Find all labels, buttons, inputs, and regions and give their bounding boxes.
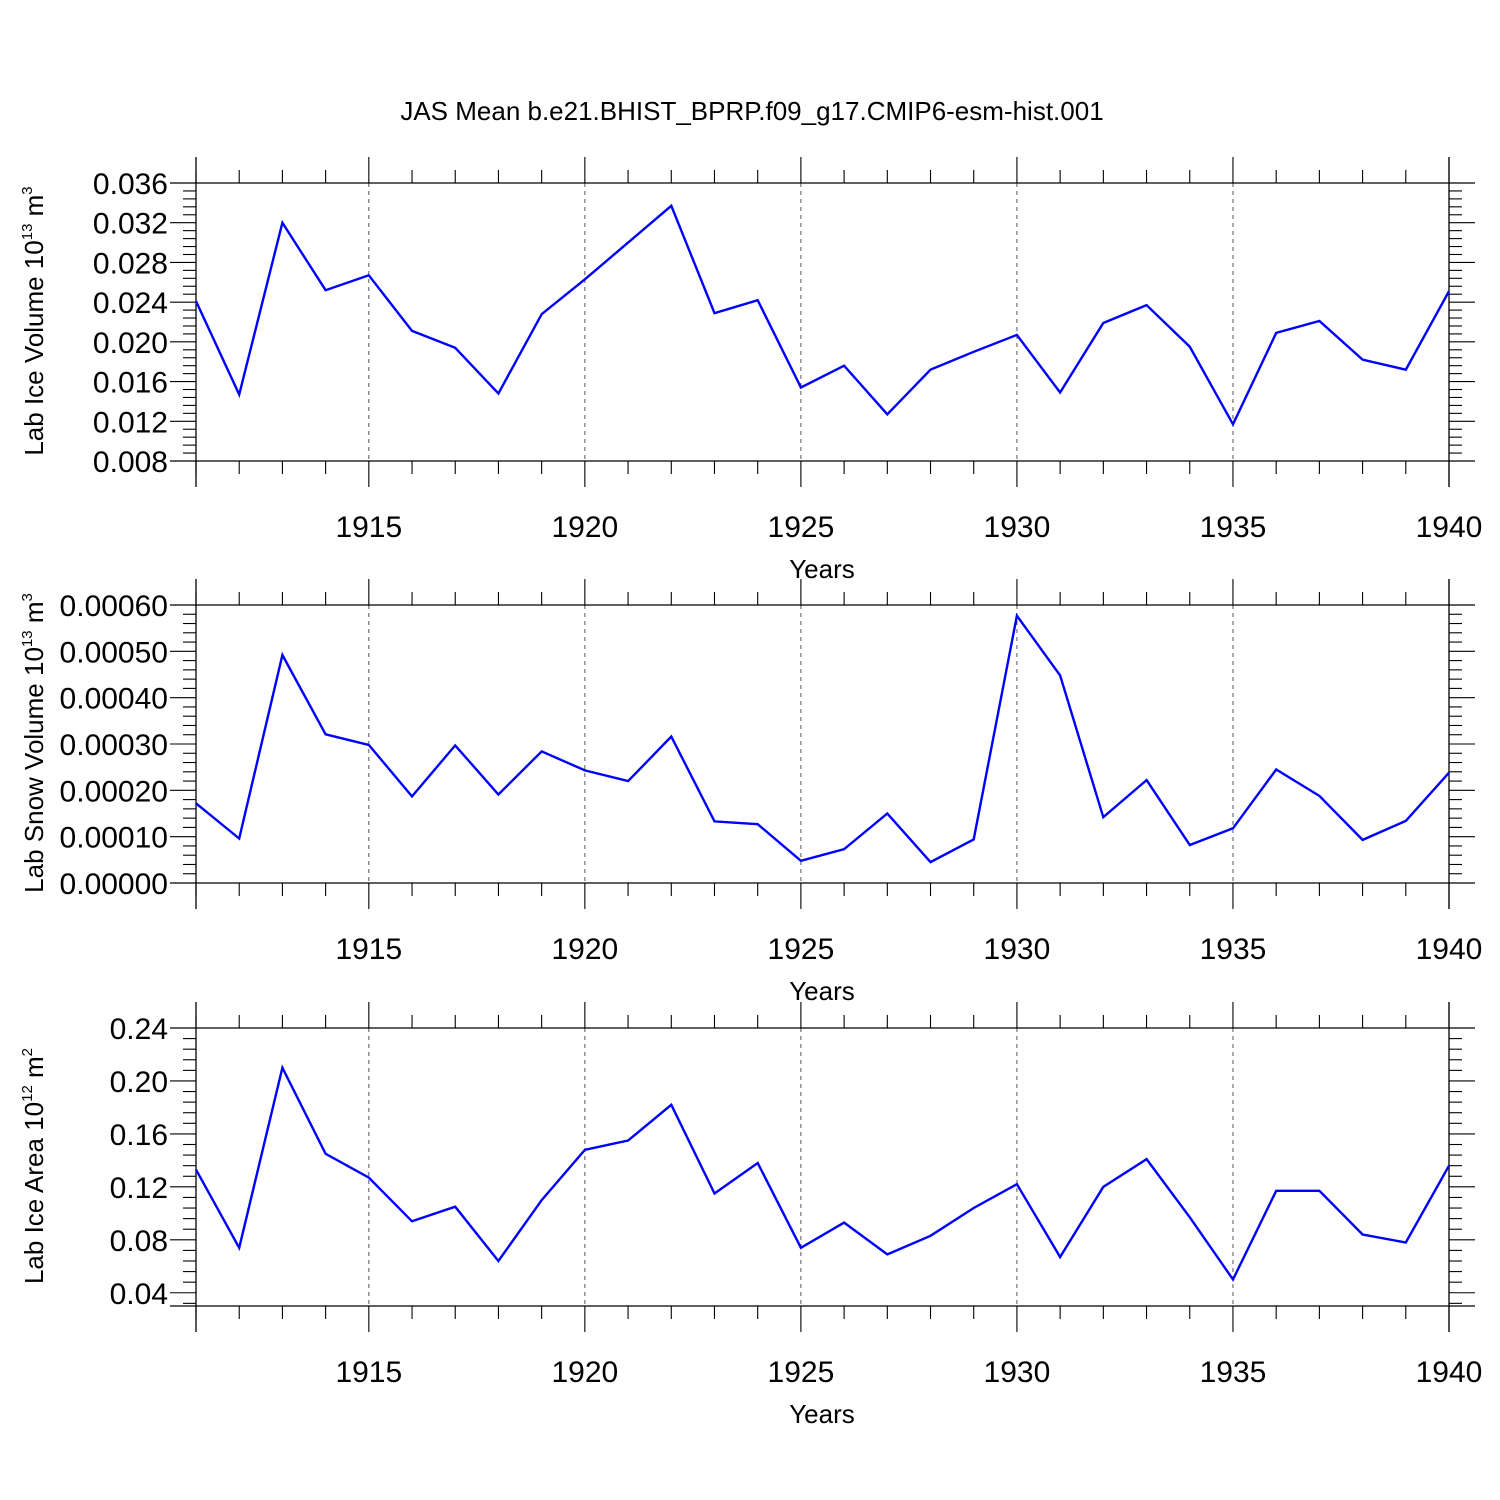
x-tick-label: 1925 <box>768 933 835 966</box>
y-tick-label: 0.00010 <box>60 822 168 855</box>
y-tick-label: 0.12 <box>110 1172 168 1205</box>
y-tick-label: 0.028 <box>93 247 168 280</box>
x-tick-label: 1925 <box>768 1356 835 1389</box>
chart-title: JAS Mean b.e21.BHIST_BPRP.f09_g17.CMIP6-… <box>400 96 1103 126</box>
y-tick-label: 0.016 <box>93 367 168 400</box>
chart-panel-3: 0.04 0.08 0.12 0.16 0.20 0.24 1915 1920 1925 1930… <box>19 1002 1482 1429</box>
x-tick-label: 1935 <box>1200 511 1267 544</box>
y-axis-label: Lab Snow Volume 1013 m3 <box>19 593 49 893</box>
x-tick-label: 1915 <box>335 933 402 966</box>
y-axis-label: Lab Ice Area 1012 m2 <box>19 1048 49 1284</box>
y-axis-label: Lab Ice Volume 1013 m3 <box>19 186 49 455</box>
y-tick-label: 0.024 <box>93 287 168 320</box>
y-tick-label: 0.00040 <box>60 683 168 716</box>
y-tick-label: 0.00020 <box>60 775 168 808</box>
chart-panels: 0.008 0.012 0.016 0.020 0.024 0.028 0.032 0.036… <box>19 157 1482 1429</box>
y-tick-label: 0.08 <box>110 1225 168 1258</box>
y-tick-label: 0.16 <box>110 1119 168 1152</box>
y-tick-label: 0.00030 <box>60 729 168 762</box>
y-tick-label: 0.008 <box>93 446 168 479</box>
y-tick-label: 0.04 <box>110 1278 168 1311</box>
x-axis-label: Years <box>789 554 855 584</box>
x-tick-label: 1935 <box>1200 933 1267 966</box>
x-tick-label: 1940 <box>1416 933 1483 966</box>
x-axis-label: Years <box>789 976 855 1006</box>
x-tick-label: 1930 <box>984 933 1051 966</box>
y-tick-label: 0.012 <box>93 406 168 439</box>
y-tick-label: 0.036 <box>93 168 168 201</box>
y-tick-label: 0.24 <box>110 1013 168 1046</box>
chart-panel-2: 0.00000 0.00010 0.00020 0.00030 0.00040 0.000… <box>19 579 1482 1006</box>
series-line-2 <box>195 612 1450 864</box>
x-tick-label: 1920 <box>551 1356 618 1389</box>
x-tick-label: 1915 <box>335 1356 402 1389</box>
x-tick-label: 1930 <box>984 1356 1051 1389</box>
x-tick-label: 1940 <box>1416 511 1483 544</box>
y-tick-label: 0.00000 <box>60 868 168 901</box>
x-tick-label: 1920 <box>551 933 618 966</box>
y-tick-label: 0.032 <box>93 208 168 241</box>
x-tick-label: 1915 <box>335 511 402 544</box>
series-line-3 <box>194 1064 1451 1282</box>
x-tick-label: 1930 <box>984 511 1051 544</box>
x-tick-label: 1925 <box>768 511 835 544</box>
x-tick-label: 1920 <box>551 511 618 544</box>
y-tick-label: 0.00060 <box>60 590 168 623</box>
y-tick-label: 0.00050 <box>60 636 168 669</box>
x-tick-label: 1940 <box>1416 1356 1483 1389</box>
x-tick-label: 1935 <box>1200 1356 1267 1389</box>
y-tick-label: 0.20 <box>110 1066 168 1099</box>
series-line-1 <box>194 203 1451 427</box>
chart-panel-1: 0.008 0.012 0.016 0.020 0.024 0.028 0.032 0.036… <box>19 157 1482 584</box>
y-tick-label: 0.020 <box>93 327 168 360</box>
x-axis-label: Years <box>789 1399 855 1429</box>
